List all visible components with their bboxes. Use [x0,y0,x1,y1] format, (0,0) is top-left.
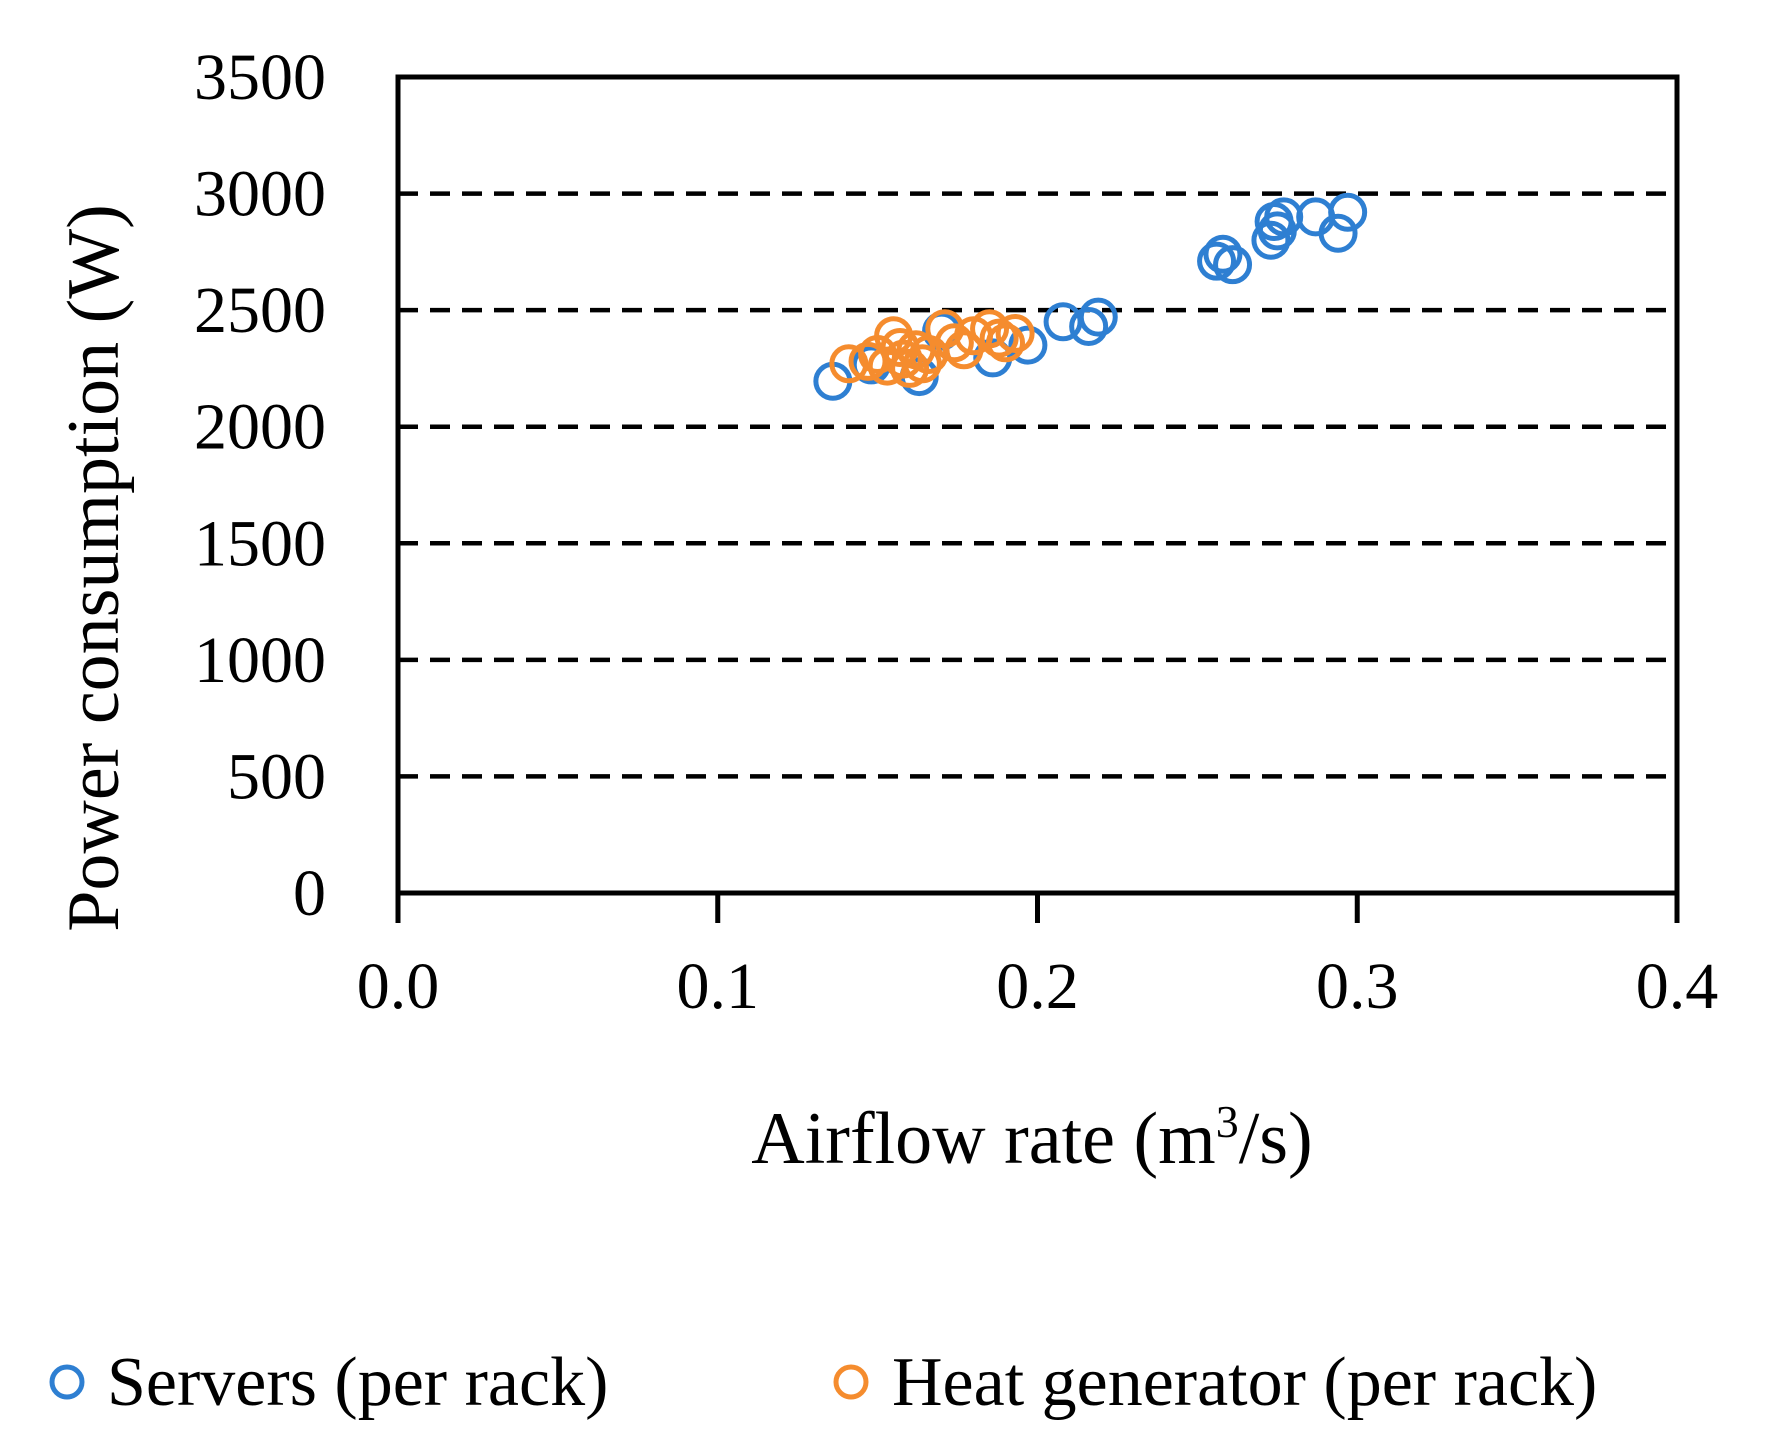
y-tick-label: 0 [293,857,326,930]
point-servers [1318,213,1358,253]
tick-labels: 0 500 1000 1500 2000 2500 3000 3500 0.0 0.1 0.2 0.3… [194,41,1718,1023]
point-heat-generator [986,323,1026,363]
x-tick-label: 0.3 [1316,950,1399,1023]
axes [395,74,1680,923]
gridlines [398,191,1677,779]
x-axis-title-tail: /s) [1239,1098,1313,1180]
y-tick-label: 2000 [194,391,326,464]
point-servers [1069,306,1109,346]
x-tick-label: 0.0 [357,950,440,1023]
x-tick-label: 0.1 [677,950,760,1023]
point-heat-generator [979,318,1019,358]
point-servers [1251,220,1291,260]
legend-marker-heat-generator [833,1364,869,1400]
point-heat-generator [902,344,942,384]
point-servers [1008,325,1048,365]
data-points [813,192,1368,401]
legend-label-heat-generator: Heat generator (per rack) [892,1344,1597,1421]
x-axis-title-superscript: 3 [1216,1096,1239,1147]
x-axis-title-main: Airflow rate (m [751,1098,1215,1180]
legend-label-servers: Servers (per rack) [107,1344,608,1421]
point-servers [1078,297,1118,337]
point-servers [1213,245,1253,285]
point-heat-generator [934,323,974,363]
x-tick-label: 0.4 [1636,950,1719,1023]
legend: Servers (per rack) Heat generator (per r… [49,1344,1597,1421]
legend-marker-servers [49,1364,85,1400]
y-tick-label: 2500 [194,274,326,347]
y-tick-label: 1000 [194,624,326,697]
y-tick-label: 3000 [194,158,326,231]
point-servers [1197,241,1237,281]
y-tick-label: 1500 [194,507,326,580]
y-axis-title: Power consumption (W) [53,204,135,932]
plot-frame [395,74,1680,896]
point-servers [1203,234,1243,274]
x-axis-title: Airflow rate (m3/s) [751,1096,1312,1180]
y-tick-label: 3500 [194,41,326,114]
y-tick-label: 500 [227,740,326,813]
x-tick-label: 0.2 [996,950,1079,1023]
point-servers [1328,192,1368,232]
point-heat-generator [995,313,1035,353]
